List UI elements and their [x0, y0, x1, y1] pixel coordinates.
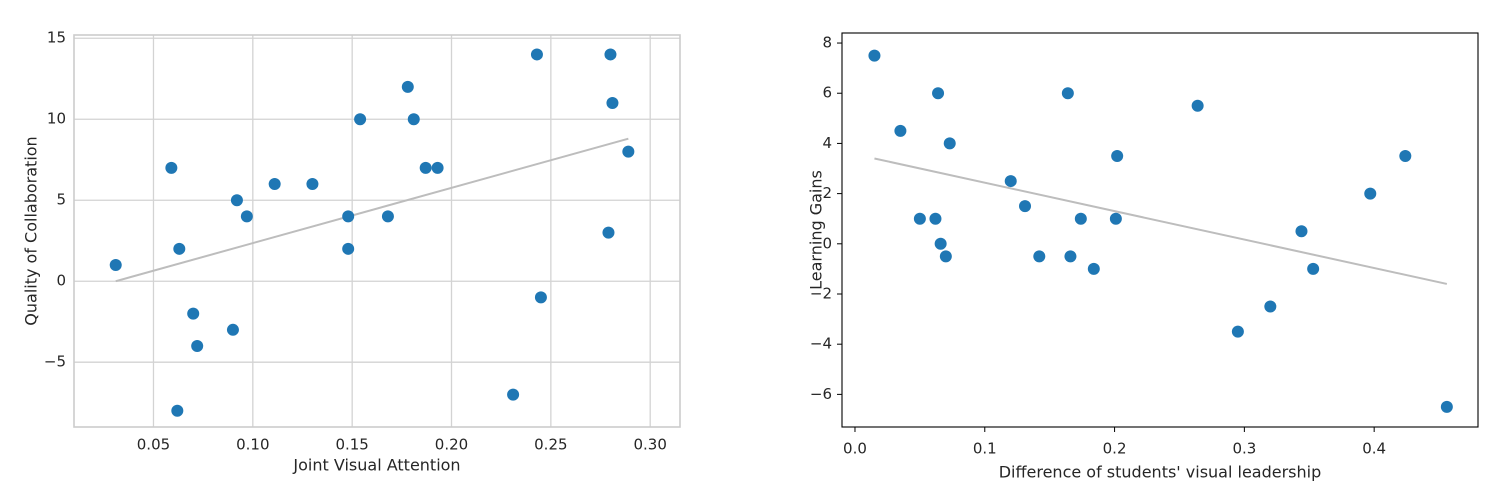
x-tick-label: 0.4	[1362, 440, 1386, 458]
trend-line	[115, 137, 629, 283]
plot-frame	[841, 32, 1479, 428]
data-point	[354, 113, 367, 126]
y-tick-label: 6	[822, 84, 832, 102]
x-tick-label: 0.15	[335, 436, 368, 454]
data-point	[1399, 149, 1412, 162]
data-point	[173, 242, 186, 255]
data-point	[530, 48, 543, 61]
x-tick-label: 0.05	[137, 436, 170, 454]
data-point	[230, 194, 243, 207]
chart-2: 0.0 0.1 0.2 0.3 0.4 −6 −4 −2 0 2 4 6 8 Difference of …	[807, 32, 1479, 482]
y-tick-label: 0	[822, 234, 832, 252]
chart-1: 0.05 0.10 0.15 0.20 0.25 0.30 −5 0 5 10 15 Joint Vi…	[22, 29, 681, 475]
y-tick-label: −5	[44, 353, 66, 371]
data-point	[929, 212, 942, 225]
y-tick-label: −2	[810, 284, 832, 302]
data-point	[934, 237, 947, 250]
data-point	[1364, 187, 1377, 200]
x-axis-label: Difference of students' visual leadershi…	[999, 463, 1322, 482]
data-point	[1231, 325, 1244, 338]
x-tick-label: 0.0	[843, 440, 867, 458]
x-tick-label: 0.1	[973, 440, 997, 458]
data-point	[226, 323, 239, 336]
y-tick-label: 0	[56, 272, 66, 290]
data-point	[913, 212, 926, 225]
data-point	[268, 178, 281, 191]
data-point	[342, 242, 355, 255]
data-point	[240, 210, 253, 223]
data-point	[187, 307, 200, 320]
data-point	[109, 259, 122, 272]
data-point	[191, 340, 204, 353]
data-point	[381, 210, 394, 223]
data-point	[1074, 212, 1087, 225]
data-point	[1295, 225, 1308, 238]
data-point	[1109, 212, 1122, 225]
data-point	[534, 291, 547, 304]
data-point	[894, 124, 907, 137]
data-point	[1264, 300, 1277, 313]
x-tick-label: 0.25	[534, 436, 567, 454]
y-tick-label: 2	[822, 184, 832, 202]
plot-frame	[73, 34, 681, 428]
y-tick-label: 5	[56, 191, 66, 209]
data-point	[419, 161, 432, 174]
y-tick-label: −4	[810, 335, 832, 353]
data-point	[1019, 200, 1032, 213]
x-tick-label: 0.10	[236, 436, 269, 454]
y-tick-label: 15	[47, 29, 66, 47]
data-point	[943, 137, 956, 150]
y-axis-label: Learning Gains	[807, 170, 826, 290]
data-point	[342, 210, 355, 223]
y-tick-label: 10	[47, 110, 66, 128]
data-point	[1111, 149, 1124, 162]
x-tick-label: 0.30	[633, 436, 666, 454]
y-tick-label: 4	[822, 134, 832, 152]
data-point	[606, 97, 619, 110]
data-point	[622, 145, 635, 158]
data-point	[407, 113, 420, 126]
data-point	[932, 87, 945, 100]
y-tick-label: 8	[822, 34, 832, 52]
x-tick-label: 0.20	[435, 436, 468, 454]
data-point	[1033, 250, 1046, 263]
data-point	[165, 161, 178, 174]
trend-line	[874, 157, 1448, 285]
x-tick-label: 0.3	[1232, 440, 1256, 458]
data-point	[1191, 99, 1204, 112]
data-point	[171, 404, 184, 417]
data-point	[939, 250, 952, 263]
data-point	[1004, 175, 1017, 188]
data-point	[431, 161, 444, 174]
data-point	[306, 178, 319, 191]
data-point	[1440, 400, 1453, 413]
data-point	[1087, 262, 1100, 275]
data-point	[507, 388, 520, 401]
data-point	[868, 49, 881, 62]
y-axis-label: Quality of Collaboration	[22, 136, 41, 325]
data-point	[401, 80, 414, 93]
data-point	[602, 226, 615, 239]
x-tick-label: 0.2	[1103, 440, 1127, 458]
data-point	[604, 48, 617, 61]
y-tick-label: −6	[810, 385, 832, 403]
data-point	[1064, 250, 1077, 263]
data-point	[1061, 87, 1074, 100]
data-point	[1307, 262, 1320, 275]
x-axis-label: Joint Visual Attention	[292, 456, 460, 475]
